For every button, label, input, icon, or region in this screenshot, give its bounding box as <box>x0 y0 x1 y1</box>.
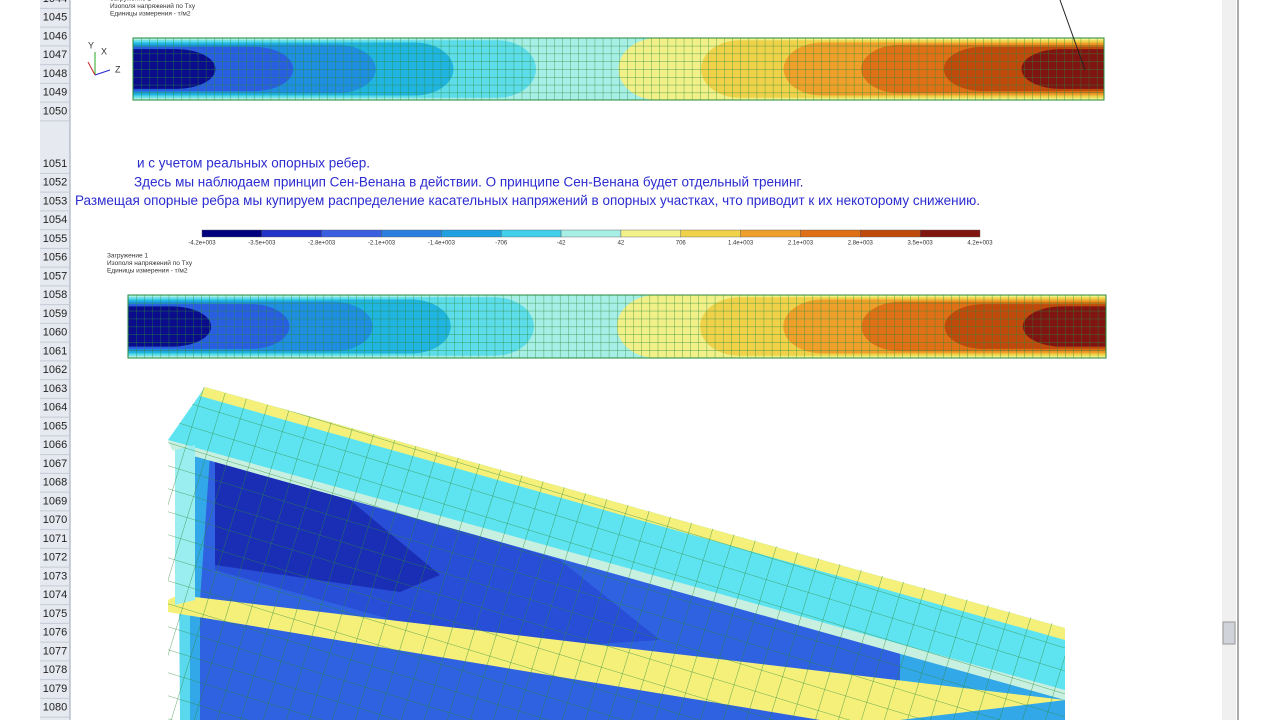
legend-label: 3.5e+003 <box>908 241 934 247</box>
image-header: Изополя напряжений по Txy <box>107 259 193 267</box>
legend-label: 2.1e+003 <box>788 241 814 247</box>
row-number: 1071 <box>43 533 67 545</box>
row-number: 1048 <box>43 68 67 80</box>
row-number: 1056 <box>43 252 67 264</box>
legend-label: -2.8e+003 <box>308 241 336 247</box>
legend-swatch <box>919 229 981 238</box>
image-header: Загружение 1 <box>110 0 151 3</box>
row-number: 1077 <box>43 645 67 657</box>
row-number: 1072 <box>43 552 67 564</box>
beam-contour-1 <box>132 37 1105 101</box>
row-number: 1044 <box>43 0 67 5</box>
row-number: 1069 <box>43 495 67 507</box>
legend-label: 1.4e+003 <box>728 241 754 247</box>
legend-label: -706 <box>495 241 508 247</box>
legend-label: -4.2e+003 <box>188 241 216 247</box>
mesh <box>132 37 1105 101</box>
row-number: 1050 <box>43 105 67 117</box>
row-number: 1080 <box>43 702 67 714</box>
row-number: 1078 <box>43 664 67 676</box>
row-number: 1052 <box>43 177 67 189</box>
legend-label: -1.4e+003 <box>428 241 456 247</box>
row-number: 1058 <box>43 289 67 301</box>
cell-text: Размещая опорные ребра мы купируем распр… <box>75 193 980 208</box>
row-number: 1067 <box>43 458 67 470</box>
cell-text: и с учетом реальных опорных ребер. <box>137 156 370 171</box>
image-header: Изополя напряжений по Txy <box>110 2 196 10</box>
row-number: 1057 <box>43 270 67 282</box>
pointer-line <box>1059 0 1086 71</box>
mesh <box>127 294 1107 359</box>
axis-letter: Z <box>115 64 121 74</box>
row-number: 1064 <box>43 402 67 414</box>
row-number: 1051 <box>43 158 67 170</box>
beam-contour-2 <box>127 294 1107 359</box>
scrollbar <box>1222 0 1236 720</box>
row-number: 1062 <box>43 364 67 376</box>
row-number: 1070 <box>43 514 67 526</box>
cell-text: Здесь мы наблюдаем принцип Сен-Венана в … <box>134 174 803 189</box>
image-header: Загружение 1 <box>107 253 148 260</box>
row-number: 1063 <box>43 383 67 395</box>
legend-label: -2.1e+003 <box>368 241 396 247</box>
image-header: Единицы измерения - т/м2 <box>107 268 188 275</box>
row-number: 1049 <box>43 87 67 99</box>
legend-swatch <box>680 229 741 238</box>
legend-label: 42 <box>618 241 625 247</box>
row-number: 1059 <box>43 308 67 320</box>
row-number: 1074 <box>43 589 67 601</box>
row-number: 1061 <box>43 345 67 357</box>
row-number: 1053 <box>43 195 67 207</box>
axis-letter: Y <box>88 40 94 50</box>
row-number: 1065 <box>43 420 67 432</box>
row-number: 1073 <box>43 570 67 582</box>
row-number: 1075 <box>43 608 67 620</box>
legend-label: 706 <box>676 241 687 247</box>
legend-swatch <box>800 229 861 238</box>
legend-swatch <box>860 229 921 238</box>
row-number: 1060 <box>43 327 67 339</box>
legend-swatch <box>620 229 681 238</box>
row-number: 1055 <box>43 233 67 245</box>
row-number: 1046 <box>43 30 67 42</box>
legend-swatch <box>560 229 622 238</box>
row-header-column <box>40 0 70 720</box>
legend-label: 4.2e+003 <box>967 241 993 247</box>
legend-swatch <box>201 229 263 238</box>
legend-label: -3.5e+003 <box>248 241 276 247</box>
row-number: 1066 <box>43 439 67 451</box>
scroll-thumb[interactable] <box>1222 621 1236 645</box>
legend-swatch <box>501 229 562 238</box>
image-header: Единицы измерения - т/м2 <box>110 11 191 18</box>
row-number: 1076 <box>43 627 67 639</box>
axis-triad <box>87 52 111 76</box>
beam-3d-view <box>168 387 1065 720</box>
row-number: 1068 <box>43 477 67 489</box>
legend-label: 2.8e+003 <box>848 241 874 247</box>
row-number: 1079 <box>43 683 67 695</box>
legend-swatch <box>261 229 322 238</box>
legend-swatch <box>321 229 382 238</box>
row-number: 1054 <box>43 214 67 226</box>
row-number: 1047 <box>43 49 67 61</box>
row-number: 1045 <box>43 12 67 24</box>
legend-swatch <box>381 229 442 238</box>
legend-label: -42 <box>557 241 566 247</box>
legend-swatch <box>740 229 801 238</box>
axis-letter: X <box>101 46 107 56</box>
legend-swatch <box>441 229 502 238</box>
